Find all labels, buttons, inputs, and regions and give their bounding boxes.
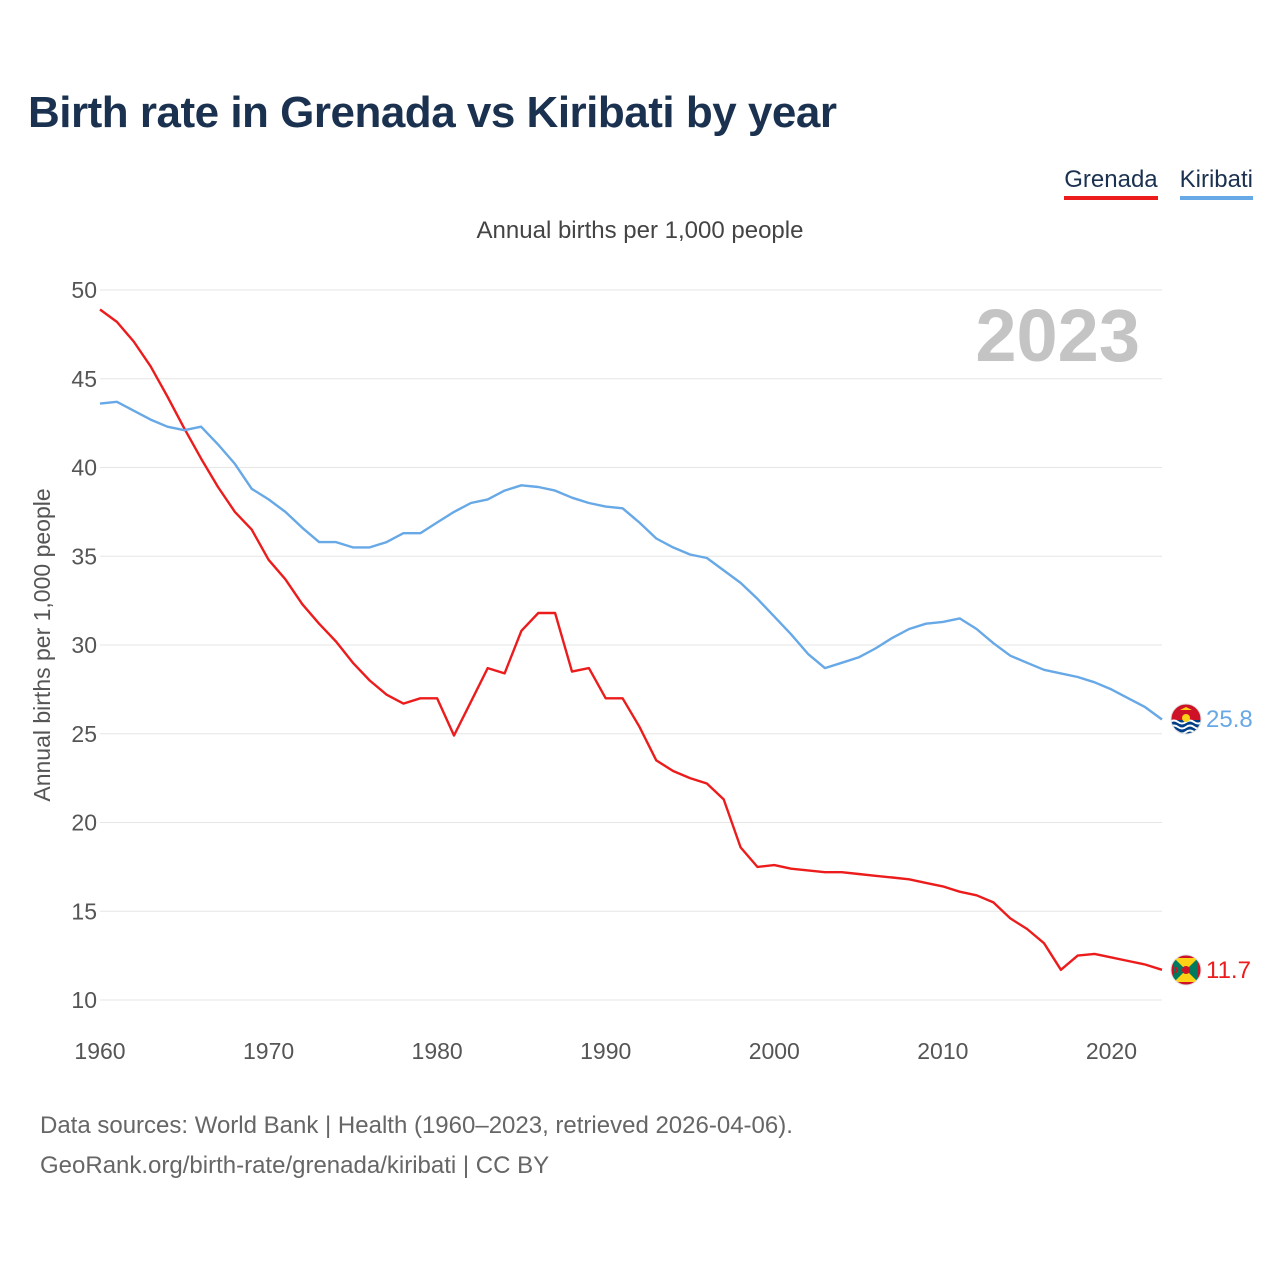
y-axis-ticks: 10 15 20 25 30 35 40 45 50 xyxy=(71,277,97,1013)
year-watermark: 2023 xyxy=(975,294,1140,377)
source-line-2: GeoRank.org/birth-rate/grenada/kiribati … xyxy=(40,1152,550,1179)
x-tick-label: 1980 xyxy=(412,1038,463,1064)
chart-subtitle: Annual births per 1,000 people xyxy=(476,217,804,244)
x-tick-label: 2000 xyxy=(749,1038,800,1064)
x-tick-label: 2020 xyxy=(1086,1038,1137,1064)
source-line-1: Data sources: World Bank | Health (1960–… xyxy=(40,1112,793,1139)
end-label-kiribati: 25.8 xyxy=(1206,706,1253,733)
x-tick-label: 1990 xyxy=(580,1038,631,1064)
y-tick-label: 25 xyxy=(71,721,97,747)
legend-item-grenada[interactable]: Grenada xyxy=(1064,166,1158,200)
kiribati-flag-icon xyxy=(1170,703,1202,735)
line-chart: 2023 10 15 20 25 30 35 40 45 50 1960 1970 1980 1990… xyxy=(29,277,1253,1064)
y-axis-label: Annual births per 1,000 people xyxy=(29,488,55,801)
x-tick-label: 1970 xyxy=(243,1038,294,1064)
x-tick-label: 2010 xyxy=(917,1038,968,1064)
x-axis-ticks: 1960 1970 1980 1990 2000 2010 2020 xyxy=(74,1038,1137,1064)
series-line-grenada[interactable] xyxy=(99,308,1163,971)
y-tick-label: 30 xyxy=(71,632,97,658)
grenada-flag-icon xyxy=(1170,954,1202,986)
y-tick-label: 35 xyxy=(71,543,97,569)
legend: Grenada Kiribati xyxy=(1064,166,1253,200)
y-tick-label: 50 xyxy=(71,277,97,303)
y-tick-label: 40 xyxy=(71,455,97,481)
y-tick-label: 10 xyxy=(71,987,97,1013)
y-tick-label: 15 xyxy=(71,898,97,924)
source-note: Data sources: World Bank | Health (1960–… xyxy=(40,1106,793,1186)
y-tick-label: 45 xyxy=(71,366,97,392)
end-label-grenada: 11.7 xyxy=(1206,957,1251,984)
series-lines xyxy=(99,308,1163,971)
series-line-kiribati[interactable] xyxy=(99,400,1163,721)
legend-item-kiribati[interactable]: Kiribati xyxy=(1179,166,1253,200)
chart-title: Birth rate in Grenada vs Kiribati by yea… xyxy=(28,88,837,137)
y-tick-label: 20 xyxy=(71,810,97,836)
gridlines xyxy=(100,289,1162,1001)
x-tick-label: 1960 xyxy=(74,1038,125,1064)
